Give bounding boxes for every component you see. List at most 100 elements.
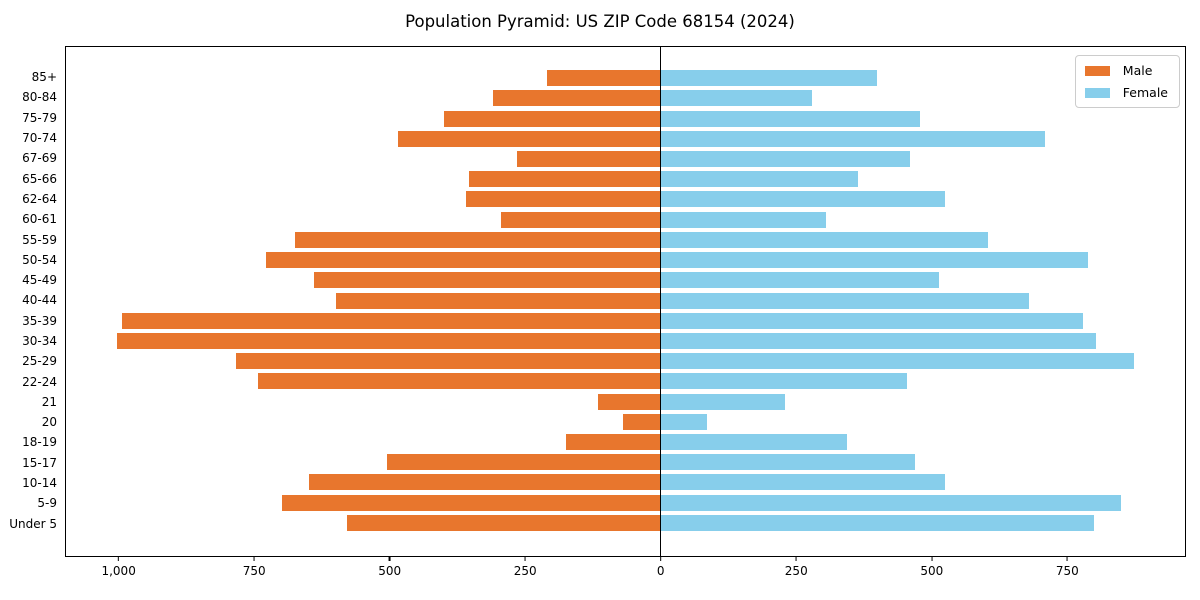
y-tick-row: 80-84 (0, 87, 69, 107)
female-cell (660, 493, 1185, 513)
male-bar (547, 70, 661, 87)
female-cell (660, 230, 1185, 250)
y-tick-row: 21 (0, 392, 69, 412)
pyramid-row (66, 230, 1185, 250)
pyramid-row (66, 452, 1185, 472)
female-cell (660, 392, 1185, 412)
male-cell (66, 331, 661, 351)
female-cell (660, 452, 1185, 472)
y-tick-row: 40-44 (0, 290, 69, 310)
y-tick-label: 40-44 (22, 293, 57, 308)
female-bar (660, 454, 915, 471)
male-bar (444, 110, 661, 127)
x-tick-label: 250 (784, 564, 808, 578)
male-bar (295, 231, 661, 248)
x-tick-mark (253, 557, 255, 561)
x-tick-mark (1066, 557, 1068, 561)
x-tick-label: 750 (242, 564, 266, 578)
pyramid-row (66, 68, 1185, 88)
y-tick-row: 55-59 (0, 229, 69, 249)
y-tick-label: 67-69 (22, 151, 57, 166)
male-cell (66, 250, 661, 270)
legend-female-label: Female (1122, 85, 1168, 100)
x-tick-mark (118, 557, 120, 561)
male-swatch-icon (1084, 65, 1110, 76)
female-bar (660, 373, 907, 390)
y-tick-row: Under 5 (0, 514, 69, 534)
pyramid-row (66, 493, 1185, 513)
x-tick-label: 500 (378, 564, 402, 578)
x-tick: 250 (514, 557, 537, 578)
female-bar (660, 272, 940, 289)
male-cell (66, 129, 661, 149)
male-cell (66, 169, 661, 189)
pyramid-row (66, 371, 1185, 391)
male-bar (465, 191, 661, 208)
female-bar (660, 110, 921, 127)
pyramid-row (66, 432, 1185, 452)
pyramid-row (66, 513, 1185, 533)
pyramid-row (66, 351, 1185, 371)
male-bar (517, 150, 661, 167)
male-bar (501, 211, 661, 228)
y-tick-label: Under 5 (9, 516, 57, 531)
male-cell (66, 513, 661, 533)
male-bar (598, 393, 661, 410)
female-bar (660, 252, 1089, 269)
female-cell (660, 149, 1185, 169)
female-cell (660, 210, 1185, 230)
y-tick-label: 55-59 (22, 232, 57, 247)
y-tick-label: 75-79 (22, 110, 57, 125)
male-bar (265, 252, 661, 269)
female-bar (660, 70, 878, 87)
female-cell (660, 88, 1185, 108)
female-cell (660, 371, 1185, 391)
x-tick-mark (660, 557, 662, 561)
female-cell (660, 472, 1185, 492)
female-bar (660, 353, 1135, 370)
y-tick-label: 45-49 (22, 273, 57, 288)
x-tick: 750 (1056, 557, 1079, 578)
pyramid-row (66, 189, 1185, 209)
x-tick: 250 (785, 557, 808, 578)
y-tick-row: 62-64 (0, 189, 69, 209)
male-cell (66, 88, 661, 108)
female-bar (660, 332, 1097, 349)
male-cell (66, 412, 661, 432)
x-tick-mark (524, 557, 526, 561)
y-tick-row: 20 (0, 412, 69, 432)
x-tick: 500 (920, 557, 943, 578)
male-cell (66, 230, 661, 250)
legend: Male Female (1074, 55, 1180, 108)
bars-area (66, 68, 1185, 533)
female-bar (660, 434, 848, 451)
male-bar (308, 474, 661, 491)
pyramid-row (66, 169, 1185, 189)
female-bar (660, 90, 813, 107)
male-bar (492, 90, 661, 107)
female-cell (660, 412, 1185, 432)
y-tick-label: 18-19 (22, 435, 57, 450)
male-bar (622, 413, 661, 430)
y-tick-row: 75-79 (0, 108, 69, 128)
male-cell (66, 311, 661, 331)
y-tick-label: 50-54 (22, 252, 57, 267)
y-tick-label: 10-14 (22, 476, 57, 491)
male-cell (66, 189, 661, 209)
x-axis: 1,000 750 500 250 0 250 500 750 (65, 557, 1186, 589)
female-cell (660, 270, 1185, 290)
y-tick-row: 67-69 (0, 148, 69, 168)
female-bar (660, 413, 707, 430)
y-tick-label: 25-29 (22, 354, 57, 369)
male-bar (346, 514, 661, 531)
male-cell (66, 371, 661, 391)
y-tick-label: 5-9 (37, 496, 57, 511)
female-cell (660, 169, 1185, 189)
female-swatch-icon (1084, 87, 1110, 98)
x-tick: 0 (657, 557, 665, 578)
y-tick-row: 45-49 (0, 270, 69, 290)
female-bar (660, 150, 910, 167)
male-cell (66, 210, 661, 230)
y-tick-label: 21 (41, 394, 57, 409)
pyramid-row (66, 108, 1185, 128)
